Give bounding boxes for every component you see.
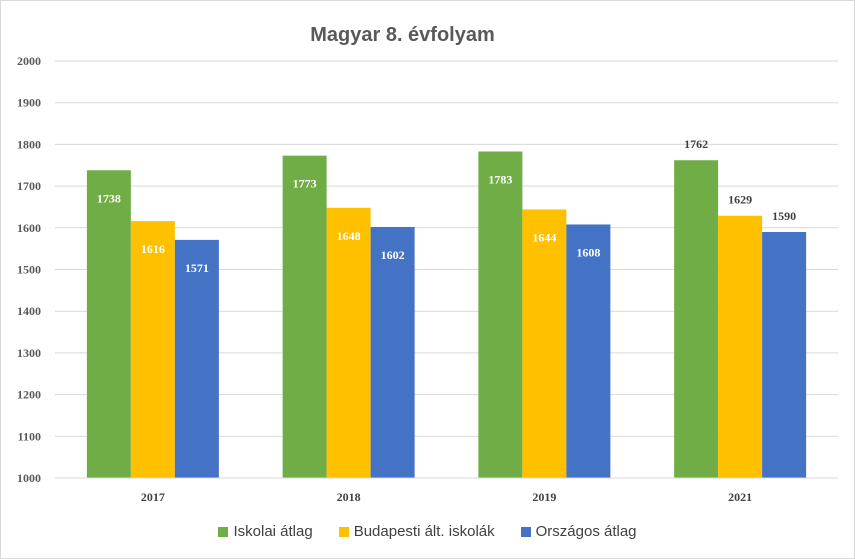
bar <box>282 155 327 478</box>
y-tick-label: 1800 <box>17 137 41 151</box>
bar <box>86 170 131 478</box>
data-label: 1602 <box>381 248 405 262</box>
legend-swatch <box>338 526 349 537</box>
legend-item: Iskolai átlag <box>218 523 313 540</box>
y-tick-label: 1700 <box>17 179 41 193</box>
y-tick-label: 1600 <box>17 221 41 235</box>
bar <box>718 215 763 478</box>
data-label: 1608 <box>576 245 600 259</box>
bar <box>762 231 807 478</box>
chart-legend: Iskolai átlag Budapesti ált. iskolák Orszá… <box>0 523 855 540</box>
data-label: 1616 <box>141 242 165 256</box>
legend-swatch <box>520 526 531 537</box>
bar <box>174 239 219 478</box>
data-label: 1629 <box>728 193 752 207</box>
data-label: 1738 <box>97 191 121 205</box>
data-label: 1762 <box>684 137 708 151</box>
chart-title: Magyar 8. évfolyam <box>310 24 495 46</box>
y-tick-label: 1100 <box>18 429 41 443</box>
legend-item: Budapesti ált. iskolák <box>338 523 495 540</box>
bar <box>566 224 611 478</box>
legend-label: Budapesti ált. iskolák <box>353 523 495 540</box>
y-tick-label: 1400 <box>17 304 41 318</box>
x-tick-label: 2021 <box>728 490 752 504</box>
data-label: 1644 <box>532 230 556 244</box>
data-label: 1571 <box>185 261 209 275</box>
x-tick-label: 2018 <box>337 490 361 504</box>
legend-swatch <box>218 526 229 537</box>
data-label: 1590 <box>772 209 796 223</box>
legend-item: Országos átlag <box>520 523 637 540</box>
y-tick-label: 1000 <box>17 471 41 485</box>
y-tick-label: 2000 <box>17 54 41 68</box>
bar <box>478 151 523 478</box>
y-tick-label: 1500 <box>17 263 41 277</box>
x-tick-label: 2017 <box>141 490 165 504</box>
data-label: 1648 <box>337 229 361 243</box>
bar <box>370 226 415 478</box>
y-tick-label: 1200 <box>17 388 41 402</box>
y-tick-label: 1300 <box>17 346 41 360</box>
bar <box>522 209 567 478</box>
data-label: 1783 <box>488 172 512 186</box>
y-tick-label: 1900 <box>17 96 41 110</box>
x-tick-label: 2019 <box>532 490 556 504</box>
legend-label: Iskolai átlag <box>233 523 313 540</box>
bar <box>326 207 371 478</box>
legend-label: Országos átlag <box>535 523 637 540</box>
data-label: 1773 <box>293 177 317 191</box>
bar <box>130 221 175 479</box>
bar <box>674 160 719 478</box>
bar-chart: 1000 1100 1200 1300 1400 1500 1600 1700 1800 1900… <box>17 54 838 504</box>
